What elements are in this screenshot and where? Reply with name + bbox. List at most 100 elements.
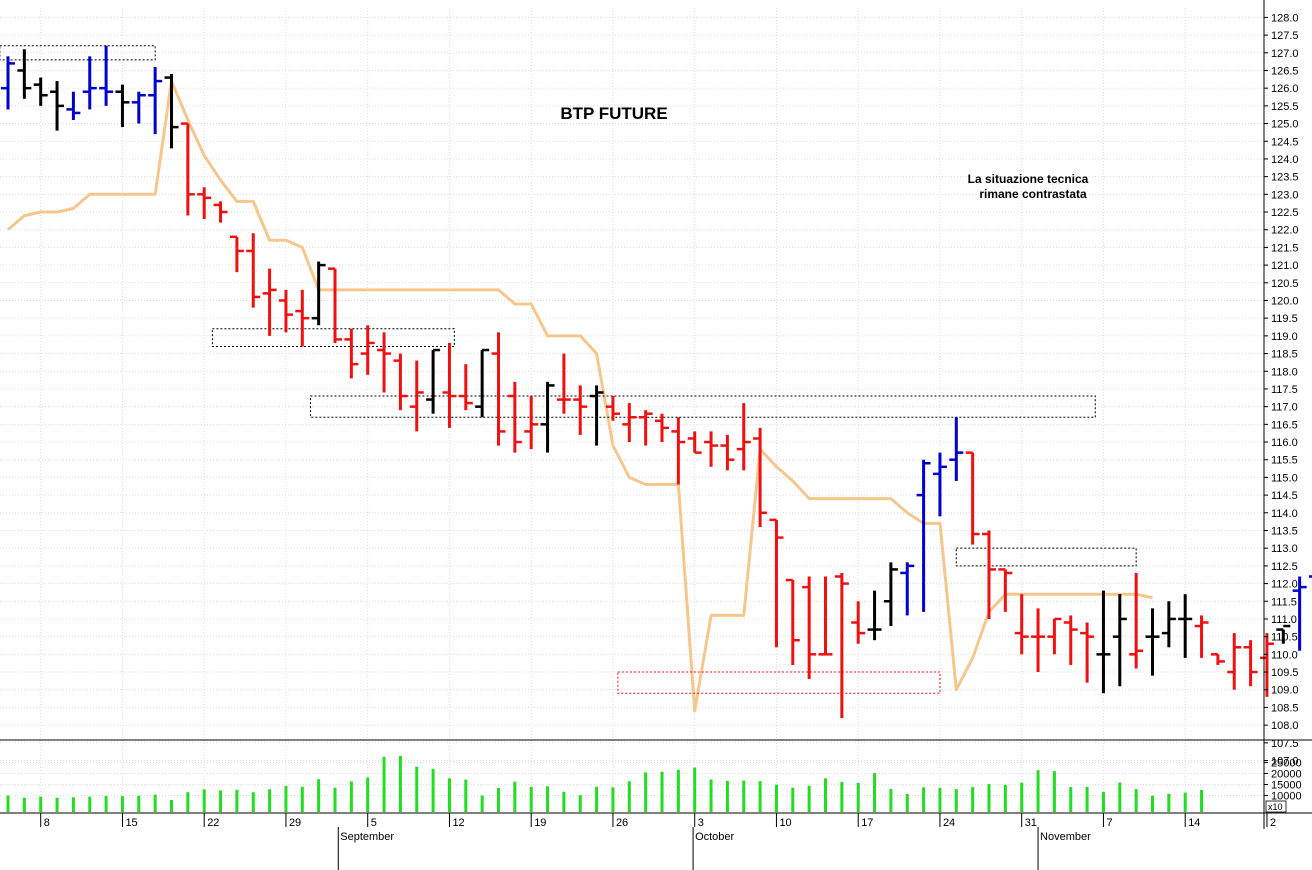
price-tick-label: 111.0 (1271, 614, 1297, 626)
day-tick-label: 19 (534, 817, 546, 829)
ohlc-bar (1227, 633, 1242, 690)
ohlc-bar (769, 518, 784, 648)
price-tick-label: 109.0 (1271, 685, 1299, 697)
ohlc-bar (1063, 615, 1078, 665)
ohlc-bar (704, 431, 719, 467)
ohlc-bar (932, 452, 947, 517)
price-tick-label: 118.5 (1271, 349, 1298, 361)
price-tick-label: 118.0 (1271, 366, 1298, 378)
ohlc-bar (1161, 601, 1176, 648)
price-tick-label: 123.0 (1271, 189, 1299, 201)
ohlc-bar (1210, 653, 1225, 665)
day-tick-label: 12 (452, 817, 464, 829)
month-tick-label: September (340, 831, 394, 843)
ohlc-bar (556, 353, 571, 414)
price-tick-label: 121.5 (1271, 242, 1299, 254)
ohlc-bar (1112, 594, 1127, 687)
ohlc-bar (50, 81, 65, 131)
ohlc-bar (834, 572, 849, 719)
day-tick-label: 24 (943, 817, 955, 829)
price-tick-label: 125.5 (1271, 101, 1299, 113)
price-tick-label: 110.0 (1271, 649, 1298, 661)
month-tick-label: November (1040, 831, 1091, 843)
resistance-zone (211, 328, 455, 347)
ohlc-bar (1, 56, 15, 110)
ohlc-bar (409, 360, 424, 432)
ohlc-bar (802, 576, 817, 680)
ohlc-bar (1047, 617, 1062, 655)
ohlc-bar (180, 122, 195, 216)
price-tick-label: 119.0 (1271, 331, 1298, 343)
ohlc-bar (687, 431, 702, 454)
ohlc-bar (1096, 590, 1111, 694)
price-tick-label: 112.5 (1271, 561, 1298, 573)
ohlc-bar (785, 578, 800, 665)
price-tick-label: 115.5 (1271, 455, 1298, 467)
ohlc-bar (197, 187, 212, 220)
day-tick-label: 31 (1025, 817, 1037, 829)
ohlc-bar (916, 459, 931, 612)
volume-scale-box (1265, 800, 1287, 813)
ohlc-bar (33, 77, 48, 106)
ohlc-bar (491, 332, 506, 446)
ohlc-bar (753, 427, 768, 527)
ohlc-bar (524, 396, 539, 450)
ohlc-bar (589, 385, 604, 446)
day-tick-label: 10 (779, 817, 791, 829)
day-tick-label: 3 (698, 817, 704, 829)
price-tick-label: 127.5 (1271, 30, 1299, 42)
ohlc-bar (507, 381, 522, 453)
ohlc-bar (867, 590, 882, 641)
price-tick-label: 116.0 (1271, 437, 1298, 449)
ohlc-bar (131, 91, 146, 124)
ohlc-bar (475, 348, 490, 418)
volume-tick-label: 20000 (1271, 769, 1302, 781)
ohlc-bar (1031, 608, 1046, 673)
day-tick-label: 7 (1106, 817, 1112, 829)
ohlc-bar (66, 91, 81, 121)
annotation-line-1: La situazione tecnica (968, 172, 1089, 186)
ohlc-bar (442, 342, 457, 428)
resistance-zone (0, 45, 156, 61)
ohlc-bar (246, 233, 261, 308)
resistance-zone (955, 547, 1137, 567)
ohlc-bar (1276, 624, 1291, 644)
ohlc-bar (426, 348, 441, 414)
price-tick-label: 109.5 (1271, 667, 1299, 679)
price-tick-label: 128.0 (1271, 12, 1299, 24)
ohlc-bar (720, 434, 735, 471)
day-tick-label: 5 (371, 817, 377, 829)
ohlc-bar (900, 562, 915, 616)
ohlc-bar (605, 396, 620, 421)
day-tick-label: 15 (125, 817, 137, 829)
day-tick-label: 8 (44, 817, 50, 829)
price-tick-label: 124.0 (1271, 154, 1299, 166)
ohlc-bar (344, 328, 359, 379)
volume-scale-label: x10 (1268, 802, 1283, 812)
price-tick-label: 120.5 (1271, 278, 1299, 290)
month-tick-label: October (695, 831, 734, 843)
ohlc-bar (736, 403, 751, 471)
day-tick-label: 17 (861, 817, 873, 829)
ohlc-bar (965, 451, 980, 545)
ohlc-bar (278, 289, 293, 333)
ohlc-bar (1309, 575, 1312, 578)
ohlc-bar (982, 530, 996, 619)
ohlc-bar (115, 84, 130, 128)
ohlc-bar (1243, 640, 1258, 687)
support-zone (617, 671, 941, 694)
price-tick-label: 122.0 (1271, 225, 1299, 237)
price-tick-label: 117.5 (1271, 384, 1298, 396)
price-tick-label: 115.0 (1271, 472, 1298, 484)
price-tick-label: 123.5 (1271, 172, 1299, 184)
price-tick-label: 108.5 (1271, 702, 1299, 714)
ohlc-bar (99, 45, 114, 106)
ohlc-bar (229, 235, 244, 273)
price-bars (1, 45, 1312, 719)
volume-tick-label: 15000 (1271, 780, 1302, 792)
price-tick-label: 113.5 (1271, 525, 1298, 537)
price-tick-label: 114.5 (1271, 490, 1298, 502)
price-tick-label: 125.0 (1271, 119, 1299, 131)
ohlc-bar (1145, 608, 1160, 676)
